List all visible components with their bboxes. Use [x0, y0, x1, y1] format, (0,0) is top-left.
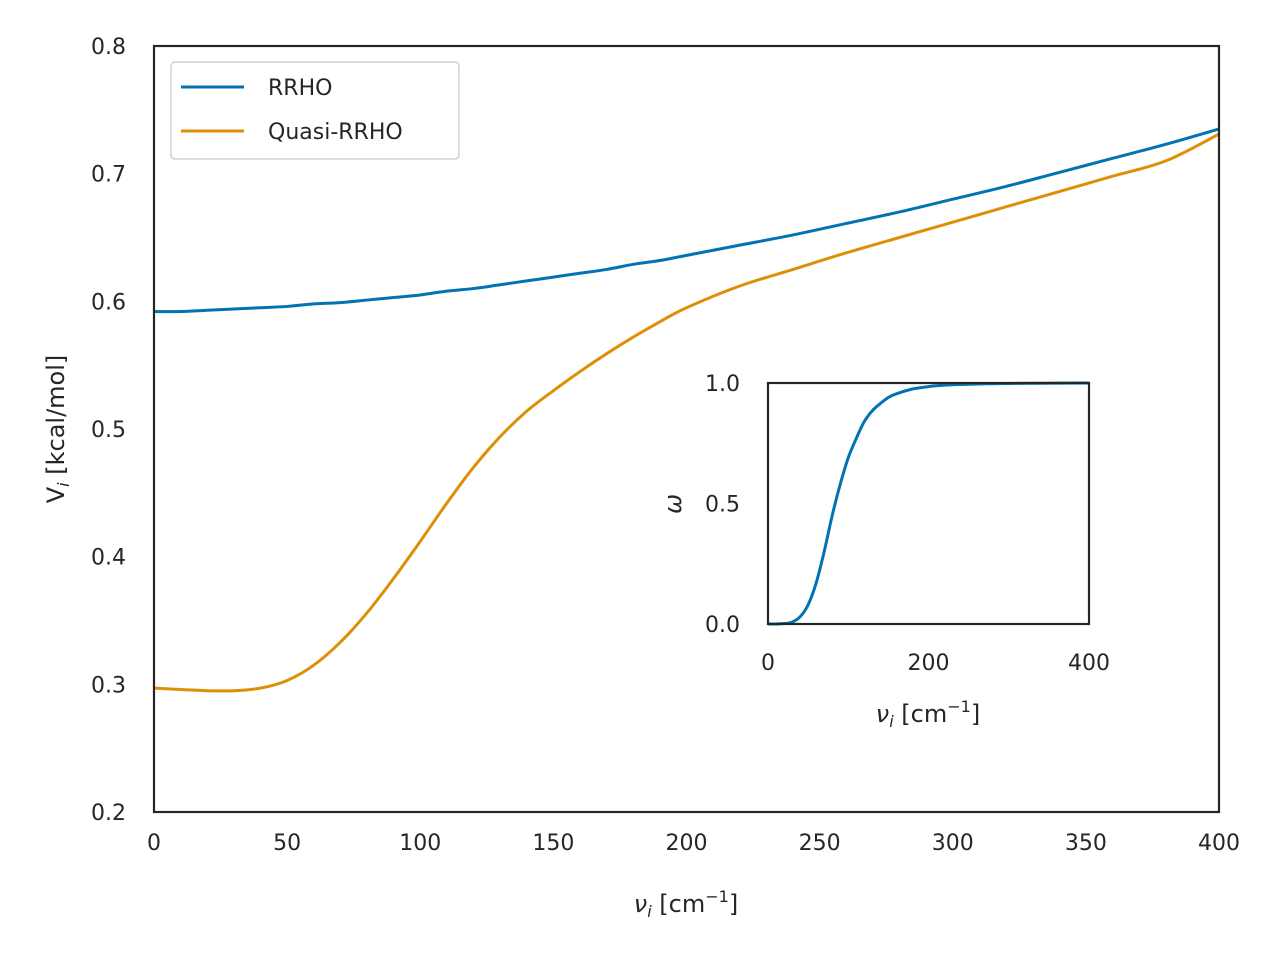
- main-y-tick-labels: 0.2 0.3 0.4 0.5 0.6 0.7 0.8: [91, 35, 126, 826]
- main-x-tick-label: 200: [666, 831, 708, 856]
- main-line-rrho: [153, 127, 1220, 314]
- inset-x-axis-label: νi [cm−1]: [876, 697, 980, 731]
- main-y-tick-label: 0.4: [91, 546, 126, 571]
- main-x-tick-label: 100: [399, 831, 441, 856]
- main-series-lines: [153, 127, 1220, 693]
- main-plot-frame: [152, 44, 1221, 814]
- main-x-tick-label: 250: [799, 831, 841, 856]
- inset-y-axis-label: ω: [659, 494, 687, 514]
- main-y-tick-label: 0.6: [91, 290, 126, 315]
- legend-label-quasi-rrho: Quasi-RRHO: [268, 120, 403, 145]
- inset-x-tick-labels: 0 200 400: [761, 651, 1110, 676]
- main-line-quasi-rrho: [153, 132, 1220, 693]
- main-x-axis-label: νi [cm−1]: [634, 887, 738, 921]
- inset-plot-frame: [766, 381, 1091, 626]
- inset-x-tick-label: 0: [761, 651, 775, 676]
- legend: RRHO Quasi-RRHO: [170, 61, 460, 160]
- main-x-tick-label: 150: [532, 831, 574, 856]
- main-x-tick-label: 350: [1065, 831, 1107, 856]
- inset-series-lines: [767, 381, 1090, 626]
- inset-y-tick-label: 0.0: [705, 613, 740, 638]
- inset-y-tick-labels: 0.0 0.5 1.0: [705, 372, 740, 638]
- main-y-axis-label: Vi [kcal/mol]: [42, 355, 73, 504]
- main-plot: 0 50 100 150 200 250 300 350 400 0.2 0.3 0.4 0.5 0.6…: [42, 35, 1240, 921]
- main-y-tick-label: 0.7: [91, 163, 126, 188]
- main-y-tick-label: 0.3: [91, 673, 126, 698]
- inset-x-tick-label: 200: [908, 651, 950, 676]
- main-x-tick-label: 400: [1198, 831, 1240, 856]
- inset-line-series-0: [767, 381, 1090, 626]
- main-x-tick-labels: 0 50 100 150 200 250 300 350 400: [147, 831, 1240, 856]
- inset-plot: 0 200 400 0.0 0.5 1.0 νi [cm−1] ω: [659, 372, 1110, 731]
- main-x-tick-label: 300: [932, 831, 974, 856]
- main-y-tick-label: 0.5: [91, 418, 126, 443]
- main-y-tick-label: 0.2: [91, 801, 126, 826]
- inset-y-tick-label: 0.5: [705, 493, 740, 518]
- inset-x-tick-label: 400: [1068, 651, 1110, 676]
- main-x-tick-label: 50: [273, 831, 301, 856]
- legend-label-rrho: RRHO: [268, 76, 332, 101]
- main-y-tick-label: 0.8: [91, 35, 126, 60]
- inset-y-tick-label: 1.0: [705, 372, 740, 397]
- main-x-tick-label: 0: [147, 831, 161, 856]
